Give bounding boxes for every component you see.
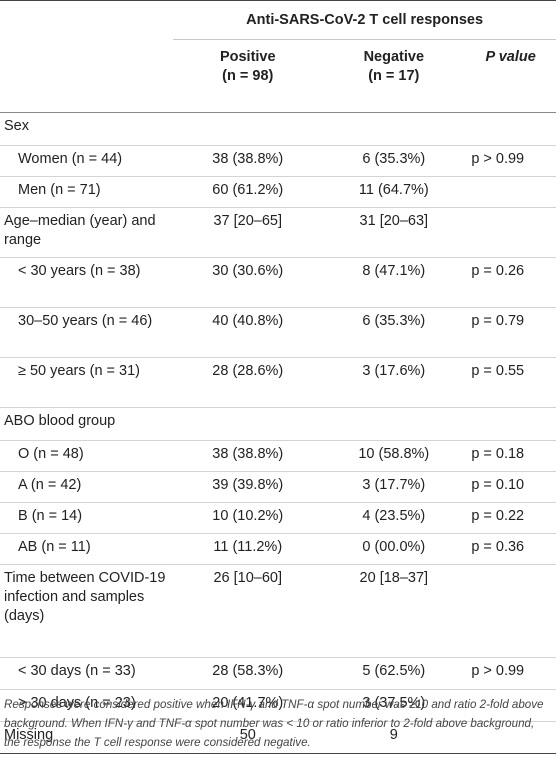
row-positive: 26 [10–60] <box>173 564 323 658</box>
row-negative: 8 (47.1%) <box>322 257 466 308</box>
table-row: < 30 years (n = 38) 30 (30.6%) 8 (47.1%) p … <box>0 257 556 308</box>
row-positive: 38 (38.8%) <box>173 145 323 177</box>
table-row: Missing 50 9 <box>0 721 556 754</box>
row-negative: 5 (62.5%) <box>322 657 466 690</box>
row-negative: 10 (58.8%) <box>322 440 466 472</box>
row-positive: 30 (30.6%) <box>173 257 323 308</box>
table-row: Women (n = 44) 38 (38.8%) 6 (35.3%) p > 0.9… <box>0 145 556 177</box>
row-negative: 3 (37.5%) <box>322 689 466 722</box>
row-positive <box>173 407 323 441</box>
header-negative-n: (n = 17) <box>368 68 420 84</box>
row-p-value: p = 0.55 <box>465 357 556 408</box>
table-row: Men (n = 71) 60 (61.2%) 11 (64.7%) <box>0 176 556 208</box>
row-negative: 3 (17.6%) <box>322 357 466 408</box>
row-p-value: p = 0.79 <box>465 307 556 358</box>
row-label: B (n = 14) <box>0 502 174 534</box>
row-p-value: p = 0.22 <box>465 502 556 534</box>
row-negative: 11 (64.7%) <box>322 176 466 208</box>
row-label: AB (n = 11) <box>0 533 174 565</box>
header-p-value: P value <box>485 49 536 65</box>
row-negative: 20 [18–37] <box>322 564 466 658</box>
table-row: 30–50 years (n = 46) 40 (40.8%) 6 (35.3%) p… <box>0 307 556 358</box>
row-positive: 39 (39.8%) <box>173 471 323 503</box>
row-positive: 60 (61.2%) <box>173 176 323 208</box>
row-label: < 30 days (n = 33) <box>0 657 174 690</box>
row-label: O (n = 48) <box>0 440 174 472</box>
row-label: ABO blood group <box>0 407 174 441</box>
table-row: B (n = 14) 10 (10.2%) 4 (23.5%) p = 0.22 <box>0 502 556 534</box>
row-negative: 3 (17.7%) <box>322 471 466 503</box>
row-label: 30–50 years (n = 46) <box>0 307 174 358</box>
row-p-value <box>465 689 556 722</box>
header-group-row: Anti-SARS-CoV-2 T cell responses <box>0 0 556 40</box>
table-row: ≥ 50 years (n = 31) 28 (28.6%) 3 (17.6%) p … <box>0 357 556 408</box>
header-empty-cell <box>0 1 173 40</box>
row-p-value: p > 0.99 <box>465 145 556 177</box>
row-p-value <box>465 176 556 208</box>
table-row: AB (n = 11) 11 (11.2%) 0 (00.0%) p = 0.36 <box>0 533 556 565</box>
row-negative <box>322 407 466 441</box>
row-p-value: p > 0.99 <box>465 657 556 690</box>
row-negative: 6 (35.3%) <box>322 307 466 358</box>
table-row: Sex <box>0 112 556 146</box>
results-table: Anti-SARS-CoV-2 T cell responses Positiv… <box>0 0 556 754</box>
row-p-value: p = 0.36 <box>465 533 556 565</box>
row-positive: 38 (38.8%) <box>173 440 323 472</box>
row-positive: 20 (41.7%) <box>173 689 323 722</box>
row-positive: 40 (40.8%) <box>173 307 323 358</box>
row-negative: 4 (23.5%) <box>322 502 466 534</box>
row-positive: 28 (28.6%) <box>173 357 323 408</box>
row-p-value <box>465 407 556 441</box>
row-label: < 30 years (n = 38) <box>0 257 174 308</box>
header-group-title: Anti-SARS-CoV-2 T cell responses <box>173 0 556 40</box>
table-row: A (n = 42) 39 (39.8%) 3 (17.7%) p = 0.10 <box>0 471 556 503</box>
row-p-value <box>465 564 556 658</box>
row-p-value: p = 0.10 <box>465 471 556 503</box>
table-row: O (n = 48) 38 (38.8%) 10 (58.8%) p = 0.18 <box>0 440 556 472</box>
row-negative <box>322 112 466 146</box>
table-row: Age–median (year) and range 37 [20–65] 31 … <box>0 207 556 258</box>
header-empty-cell <box>0 40 173 113</box>
header-positive-label: Positive <box>219 49 276 65</box>
row-label: A (n = 42) <box>0 471 174 503</box>
row-p-value <box>465 112 556 146</box>
row-p-value <box>465 207 556 258</box>
row-label: ≥ 50 years (n = 31) <box>0 357 174 408</box>
header-negative: Negative (n = 17) <box>322 40 465 113</box>
table-row: ABO blood group <box>0 407 556 441</box>
table-footnote: Responses were considered positive when … <box>4 698 544 749</box>
row-p-value <box>465 721 556 754</box>
row-label: Time between COVID-19 infection and samp… <box>0 564 174 658</box>
row-negative: 9 <box>322 721 466 754</box>
row-positive: 28 (58.3%) <box>173 657 323 690</box>
row-positive: 50 <box>173 721 323 754</box>
row-negative: 0 (00.0%) <box>322 533 466 565</box>
row-positive: 37 [20–65] <box>173 207 323 258</box>
header-positive: Positive (n = 98) <box>173 40 322 113</box>
header-positive-n: (n = 98) <box>222 68 274 84</box>
row-negative: 31 [20–63] <box>322 207 466 258</box>
row-p-value: p = 0.18 <box>465 440 556 472</box>
row-positive: 11 (11.2%) <box>173 533 323 565</box>
table-body: Sex Women (n = 44) 38 (38.8%) 6 (35.3%) p > … <box>0 112 556 754</box>
table-row: Time between COVID-19 infection and samp… <box>0 564 556 658</box>
row-label: Sex <box>0 112 174 146</box>
row-label: Women (n = 44) <box>0 145 174 177</box>
table-row: > 30 days (n = 23) 20 (41.7%) 3 (37.5%) <box>0 689 556 722</box>
row-label: > 30 days (n = 23) <box>0 689 174 722</box>
row-label: Age–median (year) and range <box>0 207 174 258</box>
header-negative-label: Negative <box>363 49 425 65</box>
header-columns-row: Positive (n = 98) Negative (n = 17) P va… <box>0 40 556 113</box>
row-label: Missing <box>0 721 174 754</box>
table-row: < 30 days (n = 33) 28 (58.3%) 5 (62.5%) p >… <box>0 657 556 690</box>
row-label: Men (n = 71) <box>0 176 174 208</box>
row-p-value: p = 0.26 <box>465 257 556 308</box>
row-positive: 10 (10.2%) <box>173 502 323 534</box>
row-negative: 6 (35.3%) <box>322 145 466 177</box>
row-positive <box>173 112 323 146</box>
